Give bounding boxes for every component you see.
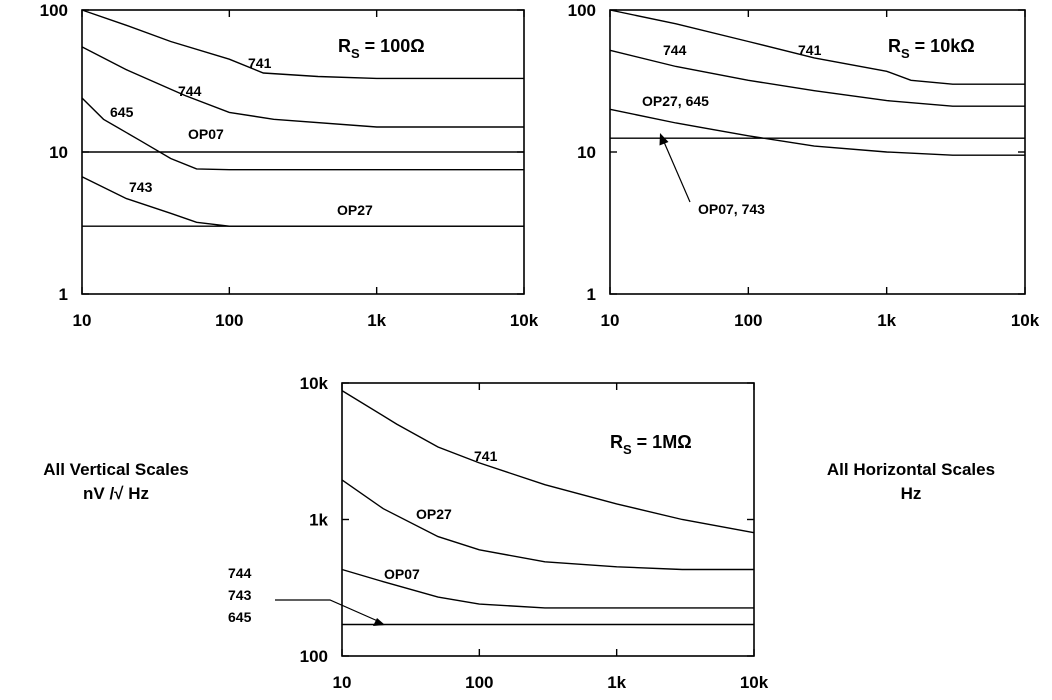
axis-ticks	[609, 9, 1026, 295]
source-resistance-label: RS = 1MΩ	[610, 432, 692, 457]
series-label-744: 744	[228, 565, 252, 581]
y-tick-label: 10	[577, 143, 596, 162]
x-tick-label: 1k	[607, 673, 626, 692]
vertical-scale-unit: nV /√ Hz	[83, 484, 149, 503]
series-label-743: 743	[129, 179, 153, 195]
series-line-744	[609, 49, 1025, 107]
series-line-op07	[341, 568, 754, 609]
pointer-line	[663, 141, 691, 203]
x-tick-label: 100	[734, 311, 762, 330]
series-label-744: 744	[178, 83, 202, 99]
x-tick-label: 10k	[510, 311, 539, 330]
series-label-op07-743: OP07, 743	[698, 201, 765, 217]
chart-panel-rs-10k-ohm: 10 100 1k 10k 1 10 100 RS = 10kΩ 744 741 OP27,…	[568, 1, 1040, 330]
y-tick-label: 1	[59, 285, 68, 304]
series-line-741	[81, 9, 524, 80]
x-tick-label: 100	[215, 311, 243, 330]
series-label-744: 744	[663, 42, 687, 58]
x-tick-label: 100	[465, 673, 493, 692]
x-tick-label: 1k	[877, 311, 896, 330]
x-tick-label: 10k	[740, 673, 769, 692]
chart-panel-rs-100-ohm: 10 100 1k 10k 1 10 100 RS = 100Ω 741 744 645 O…	[40, 1, 539, 330]
series-label-743: 743	[228, 587, 252, 603]
tick-labels: 10 100 1k 10k 100 1k 10k	[300, 374, 769, 692]
x-tick-label: 1k	[367, 311, 386, 330]
series-label-645: 645	[110, 104, 134, 120]
y-tick-label: 1k	[309, 511, 328, 530]
series-line-741	[341, 390, 755, 534]
series-line-741	[609, 9, 1025, 85]
axis-ticks	[341, 382, 755, 657]
series-label-741: 741	[798, 42, 822, 58]
series-label-741: 741	[474, 448, 498, 464]
series-label-op27-645: OP27, 645	[642, 93, 709, 109]
series-label-741: 741	[248, 55, 272, 71]
series-curves	[81, 9, 524, 227]
horizontal-scale-note: All Horizontal Scales	[827, 460, 995, 479]
series-line-645	[81, 97, 524, 171]
tick-labels: 10 100 1k 10k 1 10 100	[568, 1, 1040, 330]
vertical-scale-note: All Vertical Scales	[43, 460, 189, 479]
series-line-744	[81, 46, 524, 128]
series-label-op07: OP07	[188, 126, 224, 142]
y-tick-label: 100	[40, 1, 68, 20]
arrowhead	[373, 618, 385, 626]
series-label-op27: OP27	[416, 506, 452, 522]
series-label-op27: OP27	[337, 202, 373, 218]
y-tick-label: 1	[587, 285, 596, 304]
y-tick-label: 10k	[300, 374, 329, 393]
source-resistance-label: RS = 100Ω	[338, 36, 425, 61]
series-line-op27	[341, 479, 754, 571]
x-tick-label: 10	[333, 673, 352, 692]
series-label-op07: OP07	[384, 566, 420, 582]
series-curves	[341, 390, 755, 626]
y-tick-label: 10	[49, 143, 68, 162]
chart-panel-rs-1m-ohm: 10 100 1k 10k 100 1k 10k RS = 1MΩ 741 OP27 OP0…	[228, 374, 769, 692]
pointer-line	[275, 599, 381, 623]
y-tick-label: 100	[300, 647, 328, 666]
tick-labels: 10 100 1k 10k 1 10 100	[40, 1, 539, 330]
series-label-645: 645	[228, 609, 252, 625]
x-tick-label: 10	[601, 311, 620, 330]
arrowhead	[659, 133, 669, 146]
source-resistance-label: RS = 10kΩ	[888, 36, 975, 61]
y-tick-label: 100	[568, 1, 596, 20]
horizontal-scale-unit: Hz	[901, 484, 922, 503]
series-line-op27-645	[609, 108, 1025, 156]
x-tick-label: 10	[73, 311, 92, 330]
series-curves	[609, 9, 1025, 156]
x-tick-label: 10k	[1011, 311, 1040, 330]
